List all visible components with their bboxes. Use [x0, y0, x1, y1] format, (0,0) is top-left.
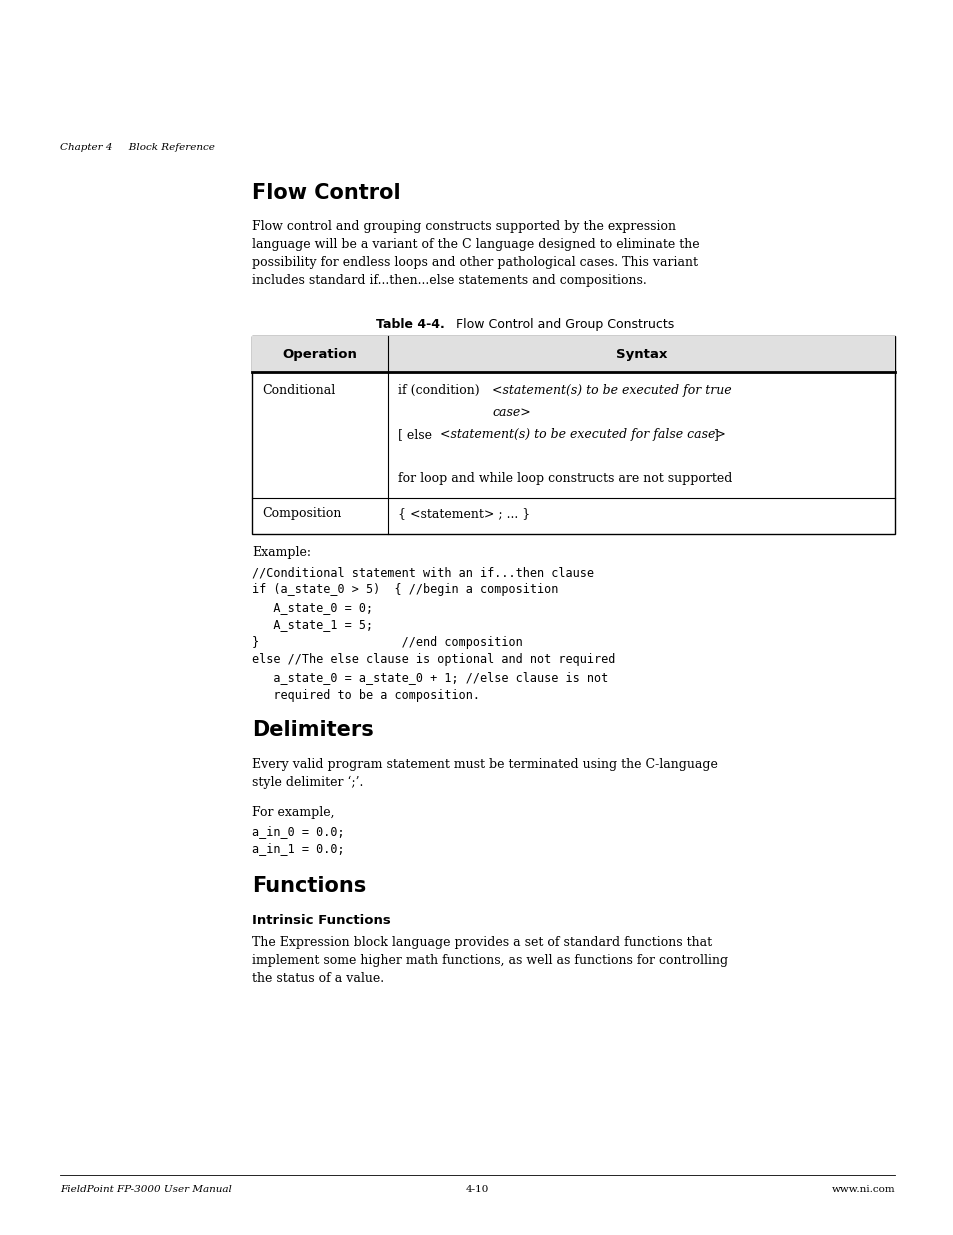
Text: Intrinsic Functions: Intrinsic Functions — [252, 914, 391, 927]
Text: //Conditional statement with an if...then clause: //Conditional statement with an if...the… — [252, 566, 594, 579]
Text: Every valid program statement must be terminated using the C-language
style deli: Every valid program statement must be te… — [252, 758, 717, 789]
Text: Flow control and grouping constructs supported by the expression
language will b: Flow control and grouping constructs sup… — [252, 220, 699, 287]
Text: a_in_0 = 0.0;: a_in_0 = 0.0; — [252, 825, 344, 839]
Text: <statement(s) to be executed for false case>: <statement(s) to be executed for false c… — [439, 429, 725, 441]
Text: for loop and while loop constructs are not supported: for loop and while loop constructs are n… — [397, 472, 732, 485]
Text: www.ni.com: www.ni.com — [830, 1186, 894, 1194]
Text: Flow Control: Flow Control — [252, 183, 400, 203]
Text: Conditional: Conditional — [262, 384, 335, 396]
Text: if (a_state_0 > 5)  { //begin a composition: if (a_state_0 > 5) { //begin a compositi… — [252, 583, 558, 597]
Text: required to be a composition.: required to be a composition. — [252, 688, 479, 701]
Text: }                    //end composition: } //end composition — [252, 636, 522, 650]
Text: Delimiters: Delimiters — [252, 720, 374, 740]
Text: 4-10: 4-10 — [465, 1186, 489, 1194]
Text: else //The else clause is optional and not required: else //The else clause is optional and n… — [252, 653, 615, 667]
Text: Syntax: Syntax — [616, 347, 666, 361]
Text: if (condition): if (condition) — [397, 384, 483, 396]
Text: { <statement> ; ... }: { <statement> ; ... } — [397, 508, 530, 520]
Text: a_in_1 = 0.0;: a_in_1 = 0.0; — [252, 842, 344, 856]
Text: <statement(s) to be executed for true: <statement(s) to be executed for true — [492, 384, 731, 396]
Text: The Expression block language provides a set of standard functions that
implemen: The Expression block language provides a… — [252, 936, 727, 986]
Text: a_state_0 = a_state_0 + 1; //else clause is not: a_state_0 = a_state_0 + 1; //else clause… — [252, 671, 608, 684]
Text: case>: case> — [492, 406, 530, 419]
Text: For example,: For example, — [252, 806, 335, 819]
Text: A_state_1 = 5;: A_state_1 = 5; — [252, 619, 373, 631]
Text: [ else: [ else — [397, 429, 436, 441]
Text: Table 4-4.: Table 4-4. — [375, 317, 444, 331]
Text: FieldPoint FP-3000 User Manual: FieldPoint FP-3000 User Manual — [60, 1186, 232, 1194]
Text: ]: ] — [709, 429, 719, 441]
Bar — [252, 336, 894, 372]
Text: Composition: Composition — [262, 508, 341, 520]
Text: Operation: Operation — [282, 347, 357, 361]
Bar — [252, 336, 894, 534]
Text: Chapter 4     Block Reference: Chapter 4 Block Reference — [60, 143, 214, 152]
Text: Flow Control and Group Constructs: Flow Control and Group Constructs — [448, 317, 674, 331]
Text: A_state_0 = 0;: A_state_0 = 0; — [252, 601, 373, 614]
Text: Functions: Functions — [252, 876, 366, 897]
Text: Example:: Example: — [252, 546, 311, 559]
